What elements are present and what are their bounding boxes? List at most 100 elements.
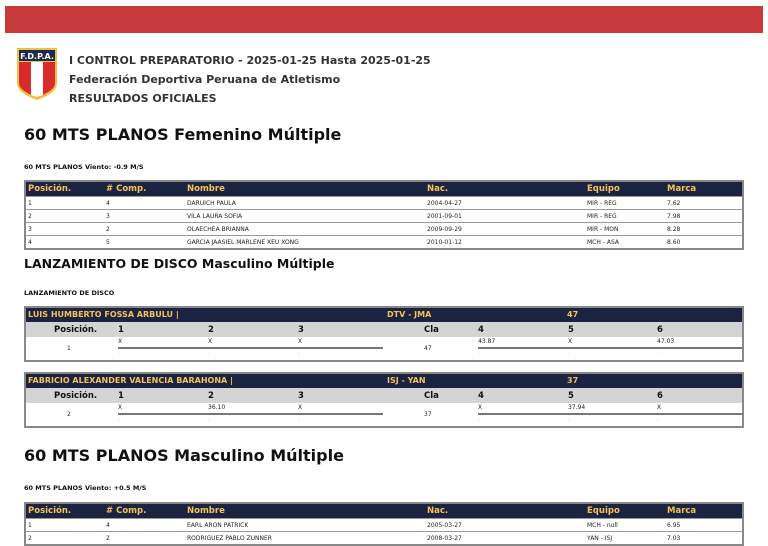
section-title: 60 MTS PLANOS Femenino Múltiple — [24, 125, 342, 144]
divider — [118, 413, 383, 415]
attempts-body: 1 47 X. X. X. 43.87. X. 47.03. — [26, 337, 742, 360]
attempts-header: Posición. 1 2 3 Cla 4 5 6 — [26, 322, 742, 337]
attempt-wind: . — [118, 415, 120, 422]
table-row: 4 5 GARCIA JAASIEL MARLENE XEU XONG 2010-01… — [26, 235, 742, 248]
column-header: Marca — [667, 506, 697, 516]
table-header: Posición. # Comp. Nombre Nac. Equipo Marca — [26, 504, 742, 518]
table-cell: GARCIA JAASIEL MARLENE XEU XONG — [187, 239, 299, 246]
table-cell: 4 — [106, 200, 110, 207]
column-header: 2 — [208, 391, 214, 401]
column-header: Nac. — [427, 184, 449, 194]
column-header: 5 — [568, 391, 574, 401]
attempt-wind: . — [568, 349, 570, 356]
table-cell: 6.95 — [667, 522, 681, 529]
table-cell: MIR - REG — [587, 200, 617, 207]
table-row: 1 4 DARUICH PAULA 2004-04-27 MIR - REG 7.62 — [26, 196, 742, 209]
attempt-wind: . — [298, 415, 300, 422]
column-header: Posición. — [28, 506, 72, 516]
section-label: 60 MTS PLANOS Viento: -0.9 M/S — [24, 163, 144, 171]
attempt-wind: . — [118, 349, 120, 356]
attempt-mark: X — [478, 404, 483, 411]
section-label: 60 MTS PLANOS Viento: +0.5 M/S — [24, 484, 147, 492]
svg-text:F.D.P.A.: F.D.P.A. — [20, 52, 54, 61]
column-header: 3 — [298, 325, 304, 335]
attempt-mark: X — [568, 338, 573, 345]
divider — [118, 347, 383, 349]
table-cell: MCH - ASA — [587, 239, 619, 246]
attempt-mark: X — [298, 404, 303, 411]
results-table: Posición. # Comp. Nombre Nac. Equipo Marca 1 4 D… — [24, 180, 744, 250]
column-header: Nombre — [187, 184, 225, 194]
table-cell: 1 — [28, 522, 32, 529]
federation-name: Federación Deportiva Peruana de Atletism… — [69, 73, 341, 86]
table-cell: 2 — [28, 535, 32, 542]
results-table: Posición. # Comp. Nombre Nac. Equipo Marca 1 4 E… — [24, 502, 744, 546]
column-header: Equipo — [587, 184, 620, 194]
table-header: Posición. # Comp. Nombre Nac. Equipo Marca — [26, 182, 742, 196]
table-cell: 2001-09-01 — [427, 213, 462, 220]
athlete-block: FABRICIO ALEXANDER VALENCIA BARAHONA | IS… — [24, 372, 744, 428]
column-header: 4 — [478, 325, 484, 335]
divider — [478, 413, 742, 415]
table-cell: 1 — [28, 200, 32, 207]
table-cell: 2 — [106, 535, 110, 542]
athlete-score: 37 — [567, 376, 579, 385]
table-row: 3 2 OLAECHEA BRIANNA 2009-09-29 MIR - MON 8.2… — [26, 222, 742, 235]
attempt-mark: X — [298, 338, 303, 345]
position: 2 — [67, 411, 71, 418]
athlete-name: LUIS HUMBERTO FOSSA ARBULU | — [28, 310, 179, 319]
section-title: 60 MTS PLANOS Masculino Múltiple — [24, 446, 344, 465]
athlete-header: FABRICIO ALEXANDER VALENCIA BARAHONA | IS… — [26, 374, 742, 388]
attempts-body: 2 37 X. 36.10. X. X. 37.94. X. — [26, 403, 742, 426]
athlete-block: LUIS HUMBERTO FOSSA ARBULU | DTV - JMA 47 P… — [24, 306, 744, 362]
table-cell: 3 — [28, 226, 32, 233]
table-cell: DARUICH PAULA — [187, 200, 236, 207]
column-header: Marca — [667, 184, 697, 194]
attempt-mark: 37.94 — [568, 404, 586, 411]
table-cell: 4 — [28, 239, 32, 246]
results-subtitle: RESULTADOS OFICIALES — [69, 92, 217, 105]
table-cell: 2008-03-27 — [427, 535, 462, 542]
cla: 37 — [424, 411, 432, 418]
attempt-mark: 43.87 — [478, 338, 496, 345]
column-header: 3 — [298, 391, 304, 401]
column-header: 1 — [118, 391, 124, 401]
column-header: Equipo — [587, 506, 620, 516]
athlete-score: 47 — [567, 310, 579, 319]
table-cell: 2005-03-27 — [427, 522, 462, 529]
column-header: Posición. — [54, 325, 98, 335]
table-cell: YAN - ISJ — [587, 535, 613, 542]
divider — [478, 347, 742, 349]
table-cell: 2004-04-27 — [427, 200, 462, 207]
table-row: 2 3 VILA LAURA SOFIA 2001-09-01 MIR - REG 7.9… — [26, 209, 742, 222]
attempt-mark: 36.10 — [208, 404, 226, 411]
column-header: Cla — [424, 391, 439, 401]
athlete-name: FABRICIO ALEXANDER VALENCIA BARAHONA | — [28, 376, 233, 385]
table-cell: EARL ARON PATRICK — [187, 522, 249, 529]
column-header: Posición. — [54, 391, 98, 401]
table-cell: 8.60 — [667, 239, 681, 246]
table-cell: 2009-09-29 — [427, 226, 462, 233]
athlete-header: LUIS HUMBERTO FOSSA ARBULU | DTV - JMA 47 — [26, 308, 742, 322]
table-cell: 2 — [106, 226, 110, 233]
fdpa-logo: F.D.P.A. — [17, 48, 57, 100]
attempt-mark: X — [118, 338, 123, 345]
table-row: 2 2 RODRIGUEZ PABLO ZUNNER 2008-03-27 YAN - … — [26, 531, 742, 544]
attempt-wind: . — [298, 349, 300, 356]
attempt-wind: . — [478, 415, 480, 422]
table-cell: 4 — [106, 522, 110, 529]
column-header: 2 — [208, 325, 214, 335]
column-header: 4 — [478, 391, 484, 401]
table-cell: MIR - MON — [587, 226, 619, 233]
top-bar — [5, 6, 763, 33]
table-cell: MCH - null — [587, 522, 618, 529]
column-header: 6 — [657, 325, 663, 335]
table-cell: 3 — [106, 213, 110, 220]
attempt-wind: . — [208, 349, 210, 356]
attempt-wind: . — [478, 349, 480, 356]
table-cell: 7.62 — [667, 200, 681, 207]
athlete-team: DTV - JMA — [387, 310, 432, 319]
athlete-team: ISJ - YAN — [387, 376, 426, 385]
table-cell: 5 — [106, 239, 110, 246]
column-header: Posición. — [28, 184, 72, 194]
